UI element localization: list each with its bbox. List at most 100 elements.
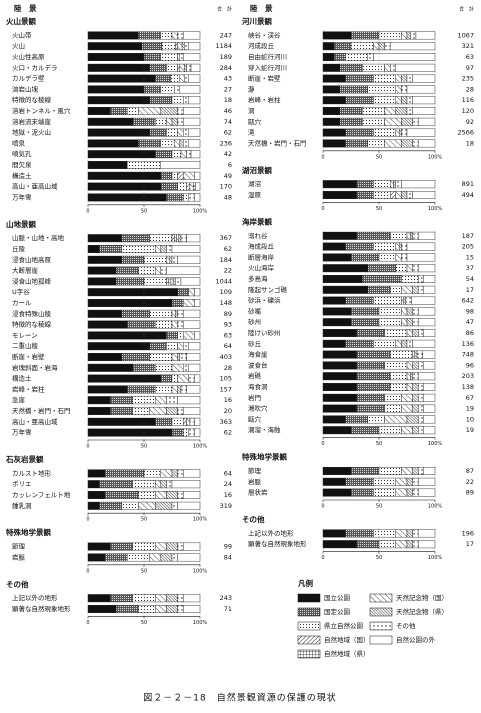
bar-segment [188, 139, 201, 148]
bar-segment [143, 53, 161, 61]
bar-segment [418, 285, 425, 294]
row-total: 28 [466, 85, 474, 93]
bar-segment [177, 31, 184, 40]
bar-segment [384, 117, 402, 126]
bar-segment [412, 350, 416, 359]
bar-segment [412, 372, 419, 381]
bar-segment [180, 277, 201, 286]
bar-segment [401, 191, 408, 199]
bar-segment [322, 128, 346, 137]
bar-segment [412, 285, 419, 294]
bar-segment [177, 107, 184, 115]
bar-segment [171, 374, 178, 383]
bar-segment [412, 540, 419, 549]
bar-segment [104, 469, 145, 478]
bar-segment [168, 277, 172, 286]
bar-segment [175, 42, 178, 51]
bar-segment [87, 182, 162, 191]
bar-segment [406, 107, 413, 115]
bar-segment [423, 329, 436, 337]
section-title: その他 [6, 579, 29, 589]
section-title: 石灰岩景観 [5, 454, 44, 464]
row-total: 196 [462, 529, 474, 537]
row-total: 236 [220, 139, 232, 147]
row-label: 断崖・岩壁 [248, 74, 281, 83]
bar-segment [186, 417, 191, 426]
bar-segment [171, 171, 178, 180]
bar-segment [179, 63, 185, 72]
row-label: 甌穴 [248, 117, 262, 126]
bar-segment [395, 477, 408, 486]
bar-segment [322, 488, 352, 497]
bar-segment [412, 426, 419, 435]
bar-segment [412, 393, 419, 402]
row-total: 63 [224, 331, 232, 339]
legend-swatch [297, 593, 321, 603]
row-total: 494 [462, 191, 474, 199]
bar-segment [410, 372, 413, 381]
bar-segment [149, 353, 173, 361]
bar-segment [373, 339, 396, 348]
bar-segment [322, 307, 352, 316]
bar-segment [87, 353, 122, 361]
row-total: 247 [220, 31, 232, 39]
bar-segment [190, 150, 201, 159]
bar-segment [384, 329, 408, 337]
bar-segment [401, 85, 408, 94]
bar-segment [401, 404, 413, 413]
row-label: 天然橋・岩門・石門 [248, 138, 307, 147]
row-label: 噴泉 [12, 138, 26, 147]
row-label: 構造土 [12, 171, 32, 180]
x-tick-label: 50 [376, 504, 382, 510]
bar-segment [171, 150, 182, 159]
bar-segment [356, 231, 391, 240]
row-total: 62 [224, 245, 232, 253]
row-label: 浸食特殊山稜 [12, 309, 52, 318]
bar-segment [87, 107, 111, 115]
bar-segment [87, 85, 145, 94]
bar-segment [322, 296, 346, 305]
bar-segment [166, 63, 178, 72]
row-label: 節理 [248, 466, 262, 475]
row-label: ポリエ [12, 480, 32, 488]
bar-segment [166, 396, 178, 405]
bar-segment [322, 180, 357, 189]
bar-segment [418, 383, 425, 391]
bar-segment [412, 107, 436, 115]
bar-segment [339, 107, 363, 115]
row-total: 43 [224, 75, 232, 83]
row-label: 溺れ谷 [248, 231, 268, 240]
row-total: 10 [466, 415, 474, 423]
row-total: 642 [462, 297, 474, 305]
bar-segment [393, 180, 396, 189]
bar-segment [154, 417, 173, 426]
section-title: 河川景観 [242, 16, 272, 26]
row-total: 157 [220, 385, 232, 393]
bar-segment [186, 385, 201, 394]
bar-segment [401, 393, 413, 402]
bar-segment [418, 361, 425, 370]
bar-segment [195, 182, 201, 191]
bar-segment [322, 339, 346, 348]
bar-segment [406, 339, 413, 348]
bar-segment [186, 63, 192, 72]
bar-segment [121, 255, 145, 264]
row-label: 二重山稜 [12, 341, 39, 350]
bar-segment [87, 42, 142, 51]
bar-segment [181, 42, 185, 51]
bar-segment [188, 42, 201, 51]
bar-segment [395, 74, 402, 83]
bar-segment [154, 320, 173, 329]
section-title: 湖沼景観 [242, 165, 272, 175]
row-label: 岩礁 [248, 371, 262, 380]
bar-segment [345, 96, 374, 105]
bar-segment [403, 296, 407, 305]
row-label: 溶岩トンネル・風穴 [12, 106, 71, 115]
bar-segment [418, 318, 436, 327]
row-total: 116 [462, 96, 474, 104]
bar-segment [87, 605, 117, 613]
bar-segment [322, 415, 346, 424]
bar-segment [182, 128, 189, 137]
bar-segment [373, 74, 396, 83]
row-label: カルデラ壁 [12, 74, 45, 83]
